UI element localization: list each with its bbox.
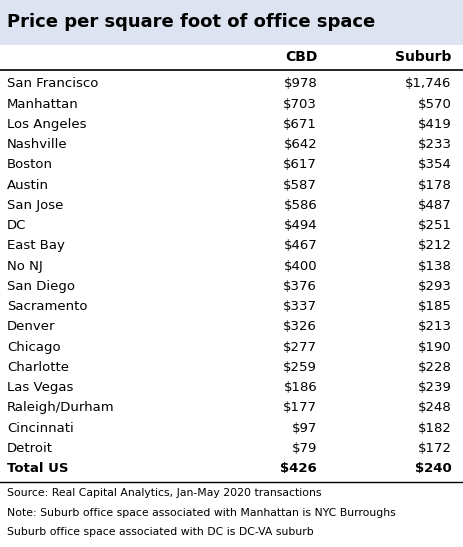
Text: $79: $79 — [292, 442, 317, 455]
Text: Note: Suburb office space associated with Manhattan is NYC Burroughs: Note: Suburb office space associated wit… — [7, 508, 396, 517]
Text: $182: $182 — [418, 422, 451, 434]
Text: Denver: Denver — [7, 321, 56, 333]
Text: $233: $233 — [418, 138, 451, 151]
Text: San Jose: San Jose — [7, 199, 63, 212]
Text: $570: $570 — [418, 98, 451, 110]
Text: Nashville: Nashville — [7, 138, 68, 151]
Text: $172: $172 — [418, 442, 451, 455]
Text: No NJ: No NJ — [7, 260, 43, 272]
Text: Chicago: Chicago — [7, 341, 61, 353]
Text: Manhattan: Manhattan — [7, 98, 79, 110]
Text: $487: $487 — [418, 199, 451, 212]
Text: $494: $494 — [283, 219, 317, 232]
Text: $251: $251 — [418, 219, 451, 232]
Text: $671: $671 — [283, 118, 317, 131]
Text: $354: $354 — [418, 159, 451, 171]
Text: $617: $617 — [283, 159, 317, 171]
Text: $1,746: $1,746 — [405, 78, 451, 90]
Text: $213: $213 — [418, 321, 451, 333]
Text: San Francisco: San Francisco — [7, 78, 98, 90]
Text: $337: $337 — [283, 300, 317, 313]
Text: East Bay: East Bay — [7, 240, 65, 252]
Text: Total US: Total US — [7, 462, 69, 475]
Text: Suburb: Suburb — [395, 50, 451, 65]
Text: Charlotte: Charlotte — [7, 361, 69, 374]
Text: DC: DC — [7, 219, 26, 232]
Text: $186: $186 — [283, 381, 317, 394]
Text: $426: $426 — [281, 462, 317, 475]
Text: $293: $293 — [418, 280, 451, 293]
Text: Boston: Boston — [7, 159, 53, 171]
Text: Cincinnati: Cincinnati — [7, 422, 74, 434]
Text: $97: $97 — [292, 422, 317, 434]
Text: $376: $376 — [283, 280, 317, 293]
Text: $228: $228 — [418, 361, 451, 374]
Text: $419: $419 — [418, 118, 451, 131]
Text: $248: $248 — [418, 401, 451, 414]
Text: $212: $212 — [418, 240, 451, 252]
Text: $586: $586 — [283, 199, 317, 212]
Text: San Diego: San Diego — [7, 280, 75, 293]
Text: $326: $326 — [283, 321, 317, 333]
Text: $190: $190 — [418, 341, 451, 353]
Text: Price per square foot of office space: Price per square foot of office space — [7, 14, 375, 31]
Text: $400: $400 — [283, 260, 317, 272]
Text: $978: $978 — [283, 78, 317, 90]
Text: $703: $703 — [283, 98, 317, 110]
Text: $177: $177 — [283, 401, 317, 414]
Text: $259: $259 — [283, 361, 317, 374]
Text: $178: $178 — [418, 179, 451, 191]
Text: $239: $239 — [418, 381, 451, 394]
Text: $587: $587 — [283, 179, 317, 191]
Text: Raleigh/Durham: Raleigh/Durham — [7, 401, 114, 414]
Text: CBD: CBD — [285, 50, 317, 65]
Text: Los Angeles: Los Angeles — [7, 118, 87, 131]
Text: Sacramento: Sacramento — [7, 300, 88, 313]
Text: $185: $185 — [418, 300, 451, 313]
Text: $138: $138 — [418, 260, 451, 272]
Text: Las Vegas: Las Vegas — [7, 381, 73, 394]
Text: Detroit: Detroit — [7, 442, 53, 455]
Text: Source: Real Capital Analytics, Jan-May 2020 transactions: Source: Real Capital Analytics, Jan-May … — [7, 488, 321, 498]
Text: Suburb office space associated with DC is DC-VA suburb: Suburb office space associated with DC i… — [7, 527, 314, 537]
Text: $277: $277 — [283, 341, 317, 353]
Text: Austin: Austin — [7, 179, 49, 191]
Text: $467: $467 — [283, 240, 317, 252]
Text: $240: $240 — [415, 462, 451, 475]
Text: $642: $642 — [283, 138, 317, 151]
